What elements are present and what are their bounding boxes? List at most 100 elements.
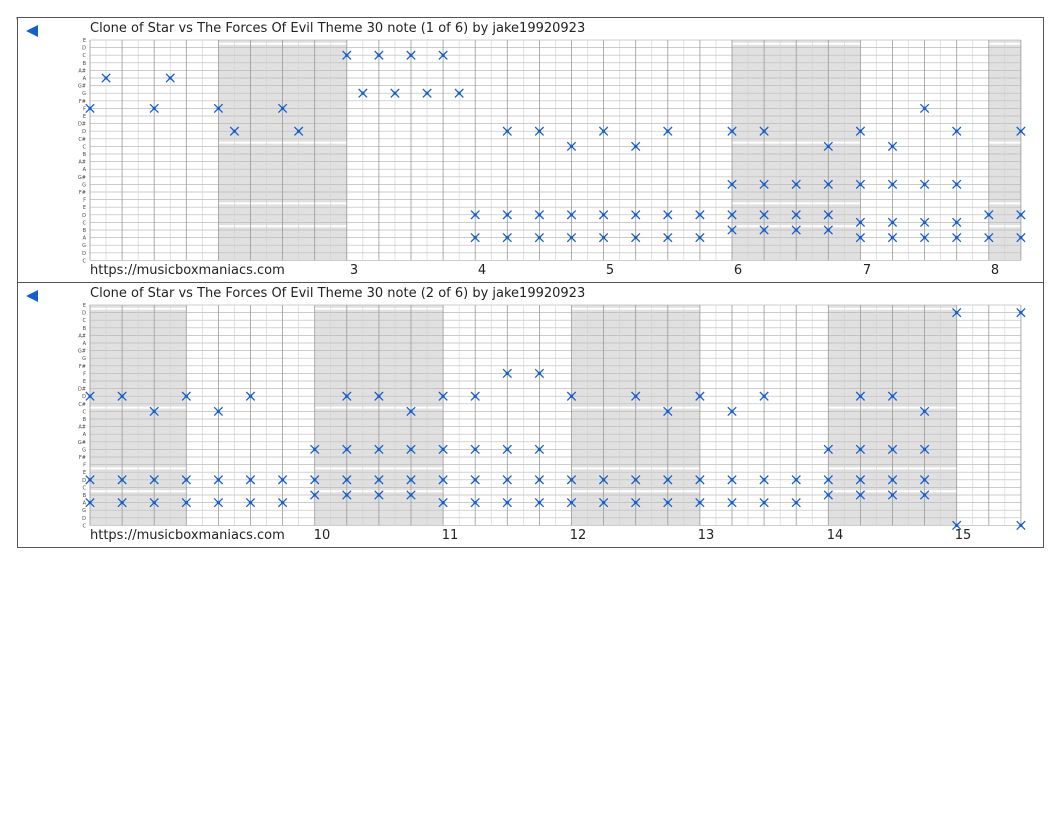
note-mark xyxy=(823,475,833,485)
note-mark xyxy=(374,50,384,60)
note-mark xyxy=(855,475,866,485)
pitch-label: A# xyxy=(78,160,86,166)
note-mark xyxy=(727,225,737,235)
note-mark xyxy=(470,232,480,243)
note-mark xyxy=(663,497,673,508)
note-mark xyxy=(855,126,866,136)
pitch-label: D xyxy=(82,311,86,317)
note-mark xyxy=(1016,520,1026,531)
note-mark xyxy=(791,497,801,508)
pitch-label: G xyxy=(82,356,86,362)
pitch-label: A xyxy=(83,167,87,173)
previous-arrow-icon[interactable] xyxy=(26,25,38,37)
pitch-label: B xyxy=(83,61,87,67)
note-mark xyxy=(502,210,512,220)
pitch-label: A# xyxy=(78,68,86,74)
note-mark xyxy=(342,475,352,485)
note-mark xyxy=(598,210,609,220)
measure-number: 4 xyxy=(477,263,487,278)
previous-arrow-icon[interactable] xyxy=(26,290,38,302)
pitch-label: G# xyxy=(78,440,86,446)
note-mark xyxy=(695,232,705,243)
note-mark xyxy=(470,497,480,508)
pitch-label: C xyxy=(83,318,87,324)
note-mark xyxy=(165,73,175,83)
note-mark xyxy=(952,126,962,136)
note-mark xyxy=(952,307,962,318)
note-mark xyxy=(663,126,673,136)
note-mark xyxy=(1016,210,1026,220)
note-mark xyxy=(502,368,512,379)
note-mark xyxy=(374,475,384,485)
note-mark xyxy=(727,475,737,485)
note-mark xyxy=(1016,126,1026,136)
note-mark xyxy=(374,444,384,455)
pitch-label: A# xyxy=(78,425,86,431)
note-mark xyxy=(984,210,994,220)
strip-title: Clone of Star vs The Forces Of Evil Them… xyxy=(90,21,586,36)
note-mark xyxy=(919,475,930,485)
note-mark xyxy=(855,391,866,401)
pitch-label: C xyxy=(83,485,87,491)
note-mark xyxy=(502,444,512,455)
pitch-label: B xyxy=(83,326,87,332)
strip-title: Clone of Star vs The Forces Of Evil Them… xyxy=(90,286,586,301)
measure-number: 3 xyxy=(349,263,359,278)
note-mark xyxy=(855,490,866,500)
note-mark xyxy=(310,490,320,500)
note-mark xyxy=(663,475,673,485)
note-mark xyxy=(791,179,801,190)
pitch-label: E xyxy=(83,205,86,211)
note-mark xyxy=(117,475,127,485)
note-mark xyxy=(759,475,769,485)
pitch-label: D# xyxy=(78,387,86,393)
note-mark xyxy=(952,520,962,531)
note-mark xyxy=(213,406,224,417)
note-mark xyxy=(342,490,352,500)
note-mark xyxy=(1016,307,1026,318)
pitch-label: D xyxy=(82,478,86,484)
note-mark xyxy=(229,126,240,136)
note-mark xyxy=(919,217,930,228)
note-mark xyxy=(277,103,288,114)
measure-number: 15 xyxy=(954,528,972,543)
site-link[interactable]: https://musicboxmaniacs.com xyxy=(90,263,285,278)
note-mark xyxy=(310,475,320,485)
note-mark xyxy=(984,232,994,243)
note-mark xyxy=(438,391,448,401)
note-mark xyxy=(759,225,769,235)
note-mark xyxy=(663,210,673,220)
note-mark xyxy=(245,497,256,508)
note-mark xyxy=(149,497,159,508)
note-mark xyxy=(85,391,95,401)
measure-number: 12 xyxy=(569,528,587,543)
measure-number: 14 xyxy=(826,528,844,543)
note-mark xyxy=(952,217,962,228)
note-mark xyxy=(695,475,705,485)
note-mark xyxy=(631,475,641,485)
note-mark xyxy=(149,475,159,485)
site-link[interactable]: https://musicboxmaniacs.com xyxy=(90,528,285,543)
note-mark xyxy=(85,475,95,485)
note-mark xyxy=(181,391,191,401)
note-mark xyxy=(213,475,224,485)
note-mark xyxy=(438,475,448,485)
pitch-label: D xyxy=(82,251,86,257)
note-mark xyxy=(213,497,224,508)
note-mark xyxy=(631,141,641,152)
note-mark xyxy=(470,444,480,455)
pitch-label: D xyxy=(82,129,86,135)
note-mark xyxy=(598,126,609,136)
note-mark xyxy=(919,406,930,417)
pitch-label: D# xyxy=(78,122,86,128)
note-mark xyxy=(887,217,898,228)
note-mark xyxy=(727,210,737,220)
pitch-label: B xyxy=(83,152,87,158)
pitch-label: G xyxy=(82,243,86,249)
note-mark xyxy=(598,475,609,485)
note-mark xyxy=(855,444,866,455)
pitch-label: C# xyxy=(78,137,86,143)
pitch-label: F xyxy=(83,198,86,204)
note-mark xyxy=(791,475,801,485)
note-mark xyxy=(727,179,737,190)
